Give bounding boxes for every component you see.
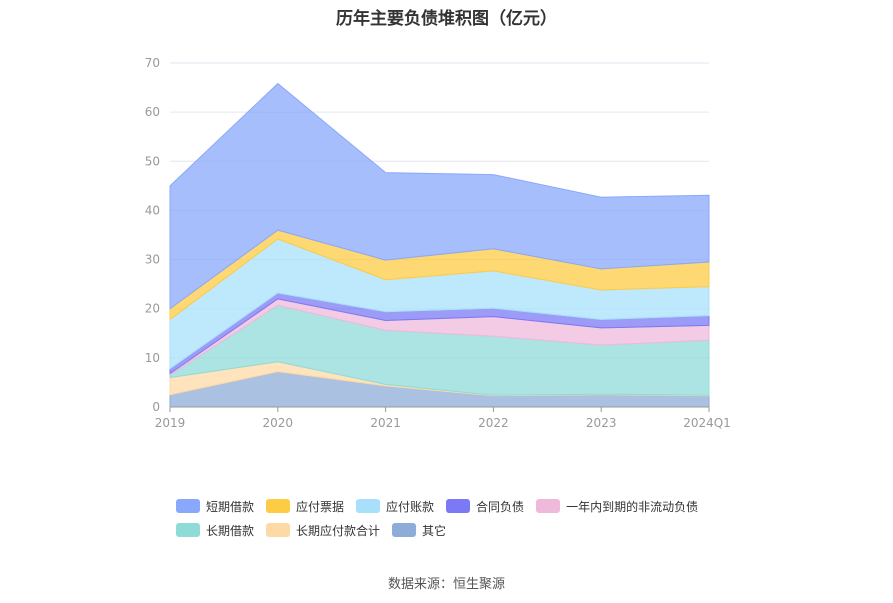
legend-item[interactable]: 合同负债 (446, 498, 524, 515)
y-tick-label: 40 (145, 203, 160, 217)
legend-item[interactable]: 长期应付款合计 (266, 522, 380, 539)
y-tick-label: 20 (145, 302, 160, 316)
legend-swatch (446, 499, 471, 513)
legend-label: 应付票据 (296, 499, 345, 514)
area-series-7 (169, 82, 710, 310)
legend-label: 其它 (422, 523, 447, 538)
y-tick-label: 0 (152, 400, 160, 414)
legend-label: 短期借款 (206, 499, 255, 514)
x-tick-label: 2022 (478, 416, 509, 430)
x-tick-label: 2024Q1 (683, 416, 731, 430)
y-tick-label: 10 (145, 351, 160, 365)
axes: 0 10 20 30 40 50 60 70 2019 2020 2021 2022 2023 2024Q… (145, 56, 731, 430)
legend-swatch (266, 523, 291, 537)
legend-label: 应付账款 (386, 499, 435, 514)
x-tick-label: 2020 (263, 416, 294, 430)
legend-item[interactable]: 长期借款 (176, 522, 254, 539)
legend-swatch (356, 499, 381, 513)
legend-swatch (392, 523, 417, 537)
chart-title: 历年主要负债堆积图（亿元） (336, 9, 557, 29)
legend-item[interactable]: 其它 (392, 522, 446, 539)
legend-label: 长期应付款合计 (296, 523, 381, 538)
legend-label: 一年内到期的非流动负债 (566, 499, 699, 514)
legend: 短期借款 应付票据 应付账款 合同负债 一年内到期的非流动负债长期借款 长期应付款合计 其它 (176, 494, 776, 542)
x-tick-label: 2021 (370, 416, 401, 430)
legend-row: 长期借款 长期应付款合计 其它 (176, 518, 776, 542)
area-series (169, 82, 710, 408)
legend-item[interactable]: 一年内到期的非流动负债 (536, 498, 698, 515)
data-source: 数据来源：恒生聚源 (387, 577, 505, 592)
legend-item[interactable]: 应付账款 (356, 498, 434, 515)
x-tick-label: 2023 (586, 416, 617, 430)
y-tick-label: 50 (145, 154, 160, 168)
legend-swatch (536, 499, 561, 513)
y-tick-label: 70 (145, 56, 160, 70)
legend-item[interactable]: 应付票据 (266, 498, 344, 515)
legend-swatch (266, 499, 291, 513)
x-tick-label: 2019 (155, 416, 186, 430)
legend-item[interactable]: 短期借款 (176, 498, 254, 515)
y-tick-label: 60 (145, 105, 160, 119)
legend-row: 短期借款 应付票据 应付账款 合同负债 一年内到期的非流动负债 (176, 494, 776, 518)
legend-swatch (176, 523, 200, 537)
legend-label: 合同负债 (476, 499, 525, 514)
y-tick-label: 30 (145, 253, 160, 267)
legend-label: 长期借款 (206, 523, 255, 538)
legend-swatch (176, 499, 200, 513)
